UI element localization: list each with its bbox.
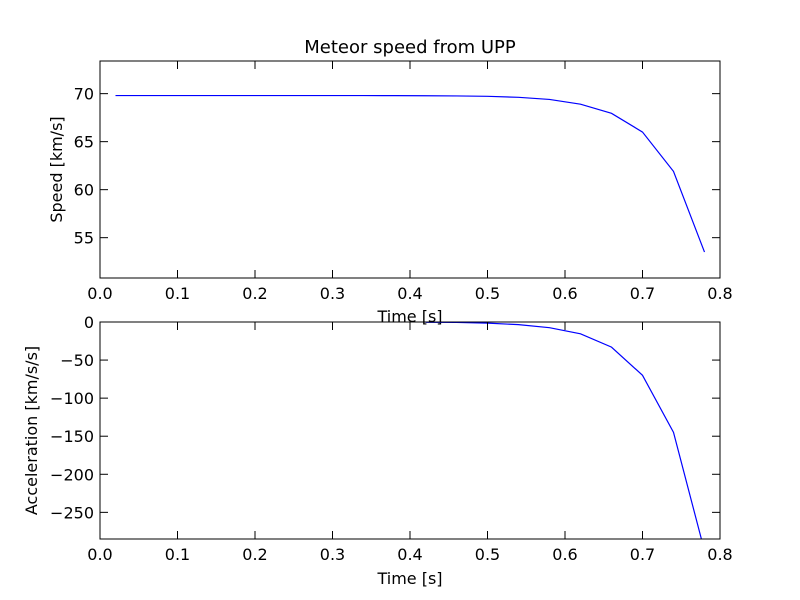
- speed-series-line: [115, 94, 706, 253]
- speed-y-tick-label: 65: [74, 133, 94, 152]
- acceleration-plot-frame: [99, 321, 721, 540]
- acceleration-y-tick-label: −50: [60, 351, 94, 370]
- acceleration-x-tick-label: 0.6: [552, 545, 577, 564]
- acceleration-x-tick-label: 0.0: [87, 545, 112, 564]
- acceleration-x-tick-label: 0.1: [165, 545, 190, 564]
- acceleration-y-tick-label: −100: [50, 389, 94, 408]
- speed-x-tick-label: 0.1: [165, 284, 190, 303]
- speed-subplot: Meteor speed from UPP 0.0 0.1 0.2 0.3 0.4 0.5…: [47, 37, 733, 326]
- speed-x-axis-label: Time [s]: [376, 307, 442, 326]
- acceleration-y-axis-label: Acceleration [km/s/s]: [22, 346, 41, 515]
- speed-y-tick-label: 70: [74, 85, 94, 104]
- speed-x-tick-label: 0.7: [630, 284, 655, 303]
- speed-x-tick-label: 0.8: [707, 284, 732, 303]
- acceleration-x-tick-label: 0.2: [242, 545, 267, 564]
- acceleration-x-tick-label: 0.7: [630, 545, 655, 564]
- speed-x-tick-label: 0.3: [320, 284, 345, 303]
- acceleration-x-tick-label: 0.8: [707, 545, 732, 564]
- speed-plot-frame: [99, 60, 721, 279]
- speed-x-tick-label: 0.0: [87, 284, 112, 303]
- speed-y-axis-label: Speed [km/s]: [47, 116, 66, 222]
- acceleration-x-axis-label: Time [s]: [376, 569, 442, 588]
- speed-y-tick-label: 55: [74, 229, 94, 248]
- speed-y-tick-label: 60: [74, 181, 94, 200]
- acceleration-x-tick-label: 0.4: [397, 545, 422, 564]
- acceleration-subplot: 0.0 0.1 0.2 0.3 0.4 0.5 0.6 0.7 0.8 0 −50 −100 −150 −…: [22, 313, 733, 588]
- acceleration-x-tick-label: 0.5: [475, 545, 500, 564]
- acceleration-y-tick-label: −200: [50, 465, 94, 484]
- acceleration-y-tick-label: 0: [84, 313, 94, 332]
- speed-chart-title: Meteor speed from UPP: [304, 37, 516, 58]
- speed-x-tick-label: 0.4: [397, 284, 422, 303]
- acceleration-series-line: [425, 322, 702, 539]
- acceleration-x-tick-label: 0.3: [320, 545, 345, 564]
- speed-x-tick-label: 0.2: [242, 284, 267, 303]
- acceleration-y-tick-label: −250: [50, 503, 94, 522]
- speed-x-tick-label: 0.5: [475, 284, 500, 303]
- speed-x-tick-label: 0.6: [552, 284, 577, 303]
- acceleration-y-tick-label: −150: [50, 427, 94, 446]
